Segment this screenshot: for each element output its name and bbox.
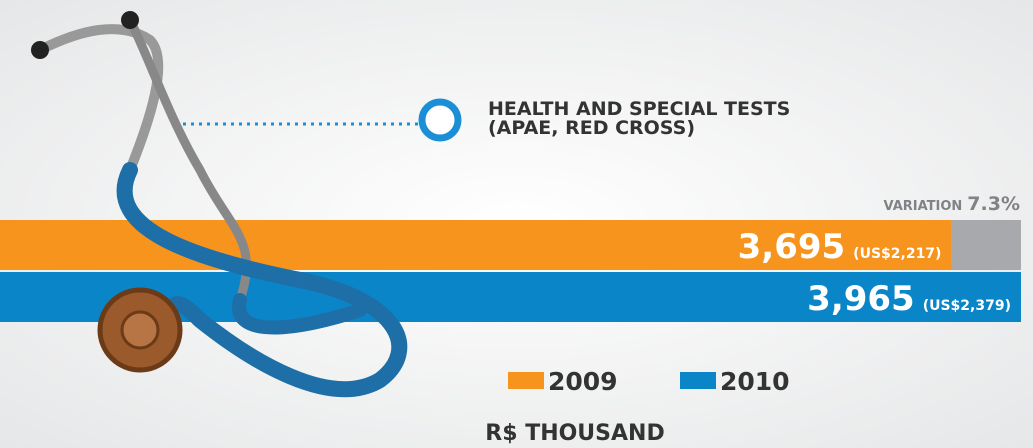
value-usd: (US$2,217) bbox=[853, 246, 941, 262]
value-usd: (US$2,379) bbox=[923, 298, 1011, 314]
legend-label: 2010 bbox=[720, 367, 790, 396]
chart: HEALTH AND SPECIAL TESTS (APAE, RED CROS… bbox=[0, 0, 1033, 448]
legend-swatch bbox=[508, 372, 544, 389]
title-box: HEALTH AND SPECIAL TESTS (APAE, RED CROS… bbox=[488, 100, 868, 160]
variation-label: VARIATION bbox=[884, 199, 963, 214]
variation-bar bbox=[951, 220, 1021, 270]
variation-value: 7.3% bbox=[967, 193, 1020, 215]
value-main: 3,965 bbox=[807, 279, 915, 319]
legend-label: 2009 bbox=[548, 367, 618, 396]
chart-title: HEALTH AND SPECIAL TESTS (APAE, RED CROS… bbox=[488, 100, 828, 138]
value-main: 3,695 bbox=[738, 227, 846, 267]
unit: R$ THOUSAND bbox=[485, 421, 664, 446]
marker bbox=[422, 102, 458, 138]
legend-swatch bbox=[680, 372, 716, 389]
